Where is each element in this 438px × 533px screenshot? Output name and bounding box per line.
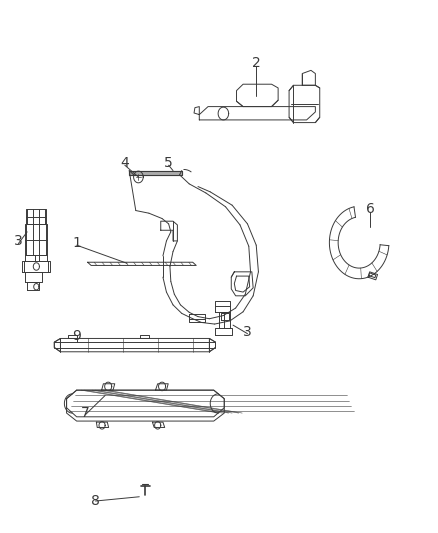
Text: 4: 4 <box>120 156 129 169</box>
Text: 7: 7 <box>81 406 90 420</box>
Text: 6: 6 <box>366 203 374 216</box>
Text: 1: 1 <box>72 236 81 249</box>
Text: 9: 9 <box>72 329 81 343</box>
Polygon shape <box>129 171 182 175</box>
Text: 5: 5 <box>164 156 173 169</box>
Text: 2: 2 <box>252 56 261 70</box>
Text: 3: 3 <box>243 325 252 338</box>
Text: 3: 3 <box>14 234 23 248</box>
Text: 8: 8 <box>91 494 100 508</box>
